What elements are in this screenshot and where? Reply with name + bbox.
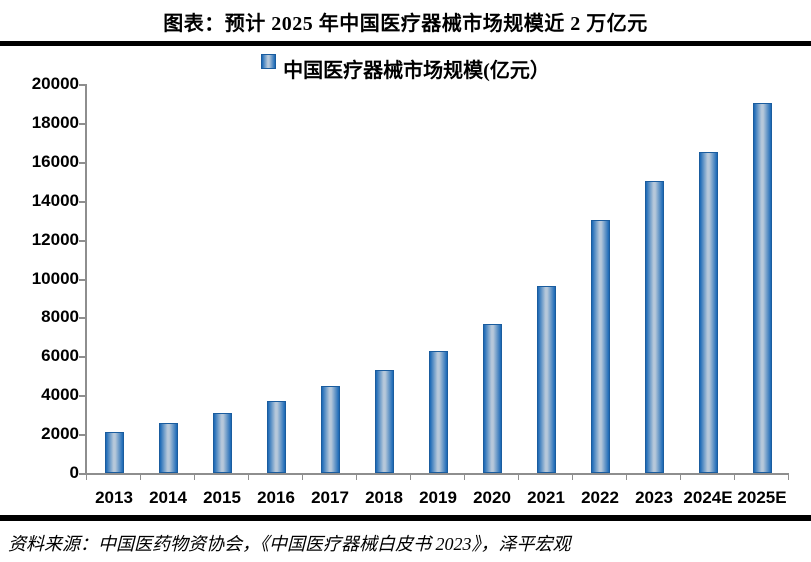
x-tick-label-2015: 2015 [203,488,241,507]
y-tick-6000 [79,356,85,359]
x-tick-5 [356,475,357,480]
y-tick-14000 [79,200,85,203]
x-tick-label-2018: 2018 [365,488,403,507]
x-axis-line [85,473,789,475]
bar-2021 [537,285,556,473]
x-tick-label-2025E: 2025E [737,488,787,507]
y-tick-20000 [79,84,85,86]
x-tick-6 [410,475,411,480]
x-tick-label-2020: 2020 [473,488,511,507]
legend-label: 中国医疗器械市场规模(亿元） [283,60,550,82]
y-tick-0 [79,473,85,475]
x-tick-label-2014: 2014 [149,488,187,507]
y-tick-10000 [79,278,85,281]
y-axis-line [85,84,87,475]
x-tick-label-2019: 2019 [419,488,457,507]
y-tick-label-14000: 14000 [31,190,79,210]
x-tick-12 [734,475,735,480]
x-tick-label-2016: 2016 [257,488,295,507]
x-tick-label-2023: 2023 [635,488,673,507]
x-tick-7 [464,475,465,480]
bar-2024E [699,152,718,473]
bar-2023 [645,181,664,473]
x-tick-label-2024E: 2024E [683,488,733,507]
y-tick-label-4000: 4000 [41,385,79,405]
x-tick-1 [140,475,141,480]
y-tick-8000 [79,317,85,320]
bar-2025E [753,103,772,473]
y-tick-label-16000: 16000 [31,151,79,171]
x-tick-4 [302,475,303,480]
x-tick-10 [626,475,627,480]
bar-2018 [375,369,394,473]
y-tick-16000 [79,161,85,164]
bar-2016 [267,401,286,473]
bar-2013 [105,431,124,473]
y-tick-4000 [79,395,85,398]
bar-2014 [159,423,178,473]
x-tick-13 [788,475,789,480]
x-tick-9 [572,475,573,480]
y-tick-label-10000: 10000 [31,268,79,288]
y-tick-18000 [79,122,85,125]
x-tick-11 [680,475,681,480]
bar-2015 [213,413,232,473]
y-tick-label-6000: 6000 [41,346,79,366]
x-tick-label-2017: 2017 [311,488,349,507]
bar-2019 [429,350,448,473]
x-tick-label-2021: 2021 [527,488,565,507]
y-tick-label-8000: 8000 [41,307,79,327]
x-tick-2 [194,475,195,480]
legend-marker-swatch [261,54,277,69]
y-tick-label-18000: 18000 [31,112,79,132]
y-tick-12000 [79,239,85,242]
bar-2020 [483,324,502,473]
x-tick-label-2022: 2022 [581,488,619,507]
bottom-rule [0,515,811,521]
y-tick-label-2000: 2000 [41,424,79,444]
x-tick-3 [248,475,249,480]
y-tick-2000 [79,434,85,437]
x-tick-0 [86,475,87,480]
bar-2022 [591,220,610,473]
y-tick-label-12000: 12000 [31,229,79,249]
legend: 中国医疗器械市场规模(亿元） [0,54,811,83]
y-tick-label-20000: 20000 [31,74,79,93]
source-note: 资料来源：中国医药物资协会，《中国医疗器械白皮书 2023》，泽平宏观 [8,534,571,554]
chart-title: 图表：预计 2025 年中国医疗器械市场规模近 2 万亿元 [163,13,648,35]
top-rule [0,41,811,46]
bar-2017 [321,386,340,473]
x-tick-8 [518,475,519,480]
y-tick-label-0: 0 [69,463,79,482]
x-tick-label-2013: 2013 [95,488,133,507]
